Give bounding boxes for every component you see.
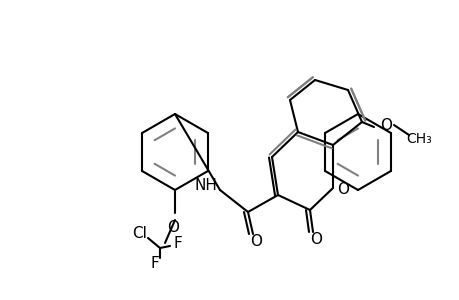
Text: O: O bbox=[249, 235, 262, 250]
Text: F: F bbox=[173, 236, 182, 250]
Text: O: O bbox=[336, 182, 348, 197]
Text: F: F bbox=[150, 256, 159, 271]
Text: NH: NH bbox=[194, 178, 217, 193]
Text: O: O bbox=[379, 118, 391, 133]
Text: CH₃: CH₃ bbox=[405, 132, 431, 146]
Text: O: O bbox=[167, 220, 179, 236]
Text: Cl: Cl bbox=[132, 226, 147, 241]
Text: O: O bbox=[309, 232, 321, 247]
